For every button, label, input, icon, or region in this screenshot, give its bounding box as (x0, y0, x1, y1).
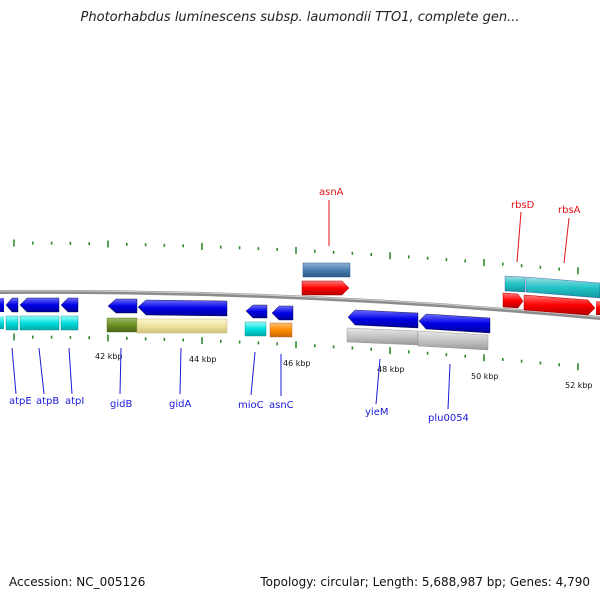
gene-label-gidA[interactable]: gidA (169, 399, 191, 410)
reverse-strand-ticks (13, 333, 579, 371)
gene-label-gidB[interactable]: gidB (110, 399, 132, 410)
scale-label: 50 kbp (471, 372, 499, 381)
map-title: Photorhabdus luminescens subsp. laumondi… (80, 10, 520, 25)
genome-backbone (0, 289, 600, 320)
topology-text: Topology: circular; Length: 5,688,987 bp… (260, 575, 590, 589)
scale-label: 46 kbp (283, 359, 311, 368)
gene-atpE-arrow[interactable] (5, 297, 19, 331)
gene-gidB-arrow[interactable] (106, 298, 138, 333)
gene-label-yieM[interactable]: yieM (365, 407, 388, 418)
gene-rbsA-arrow[interactable] (523, 276, 600, 316)
gene-plu0054-arrow[interactable] (417, 313, 491, 351)
gene-label-rbsD[interactable]: rbsD (511, 200, 535, 211)
gene-label-atpI[interactable]: atpI (65, 396, 84, 407)
scale-label: 42 kbp (95, 352, 123, 361)
gene-asnA-arrow[interactable] (301, 262, 351, 296)
gene-label-atpB[interactable]: atpB (36, 396, 59, 407)
label-leader-lines (11, 200, 570, 410)
scale-label: 48 kbp (377, 365, 405, 374)
gene-atpI-arrow[interactable] (60, 297, 79, 331)
gene-partial-left-arrow[interactable] (0, 298, 4, 329)
gene-label-mioC[interactable]: mioC (238, 400, 264, 411)
gene-label-asnA[interactable]: asnA (319, 187, 344, 198)
gene-mioC-arrow[interactable] (244, 304, 268, 337)
scale-label: 44 kbp (189, 355, 217, 364)
gene-gidA-arrow[interactable] (136, 299, 228, 334)
gene-label-asnC[interactable]: asnC (269, 400, 294, 411)
gene-yieM-arrow[interactable] (346, 309, 419, 346)
scale-label: 52 kbp (565, 381, 593, 390)
gene-label-rbsA[interactable]: rbsA (558, 205, 581, 216)
genome-backbone-highlight (0, 290, 600, 318)
gene-atpB-arrow[interactable] (19, 297, 60, 331)
forward-strand-ticks (13, 239, 579, 275)
gene-label-atpE[interactable]: atpE (9, 396, 32, 407)
gene-label-plu0054[interactable]: plu0054 (428, 413, 469, 424)
gene-asnC-arrow[interactable] (269, 305, 294, 338)
accession-text: Accession: NC_005126 (9, 575, 146, 589)
gene-rbsD-arrow[interactable] (502, 275, 526, 309)
